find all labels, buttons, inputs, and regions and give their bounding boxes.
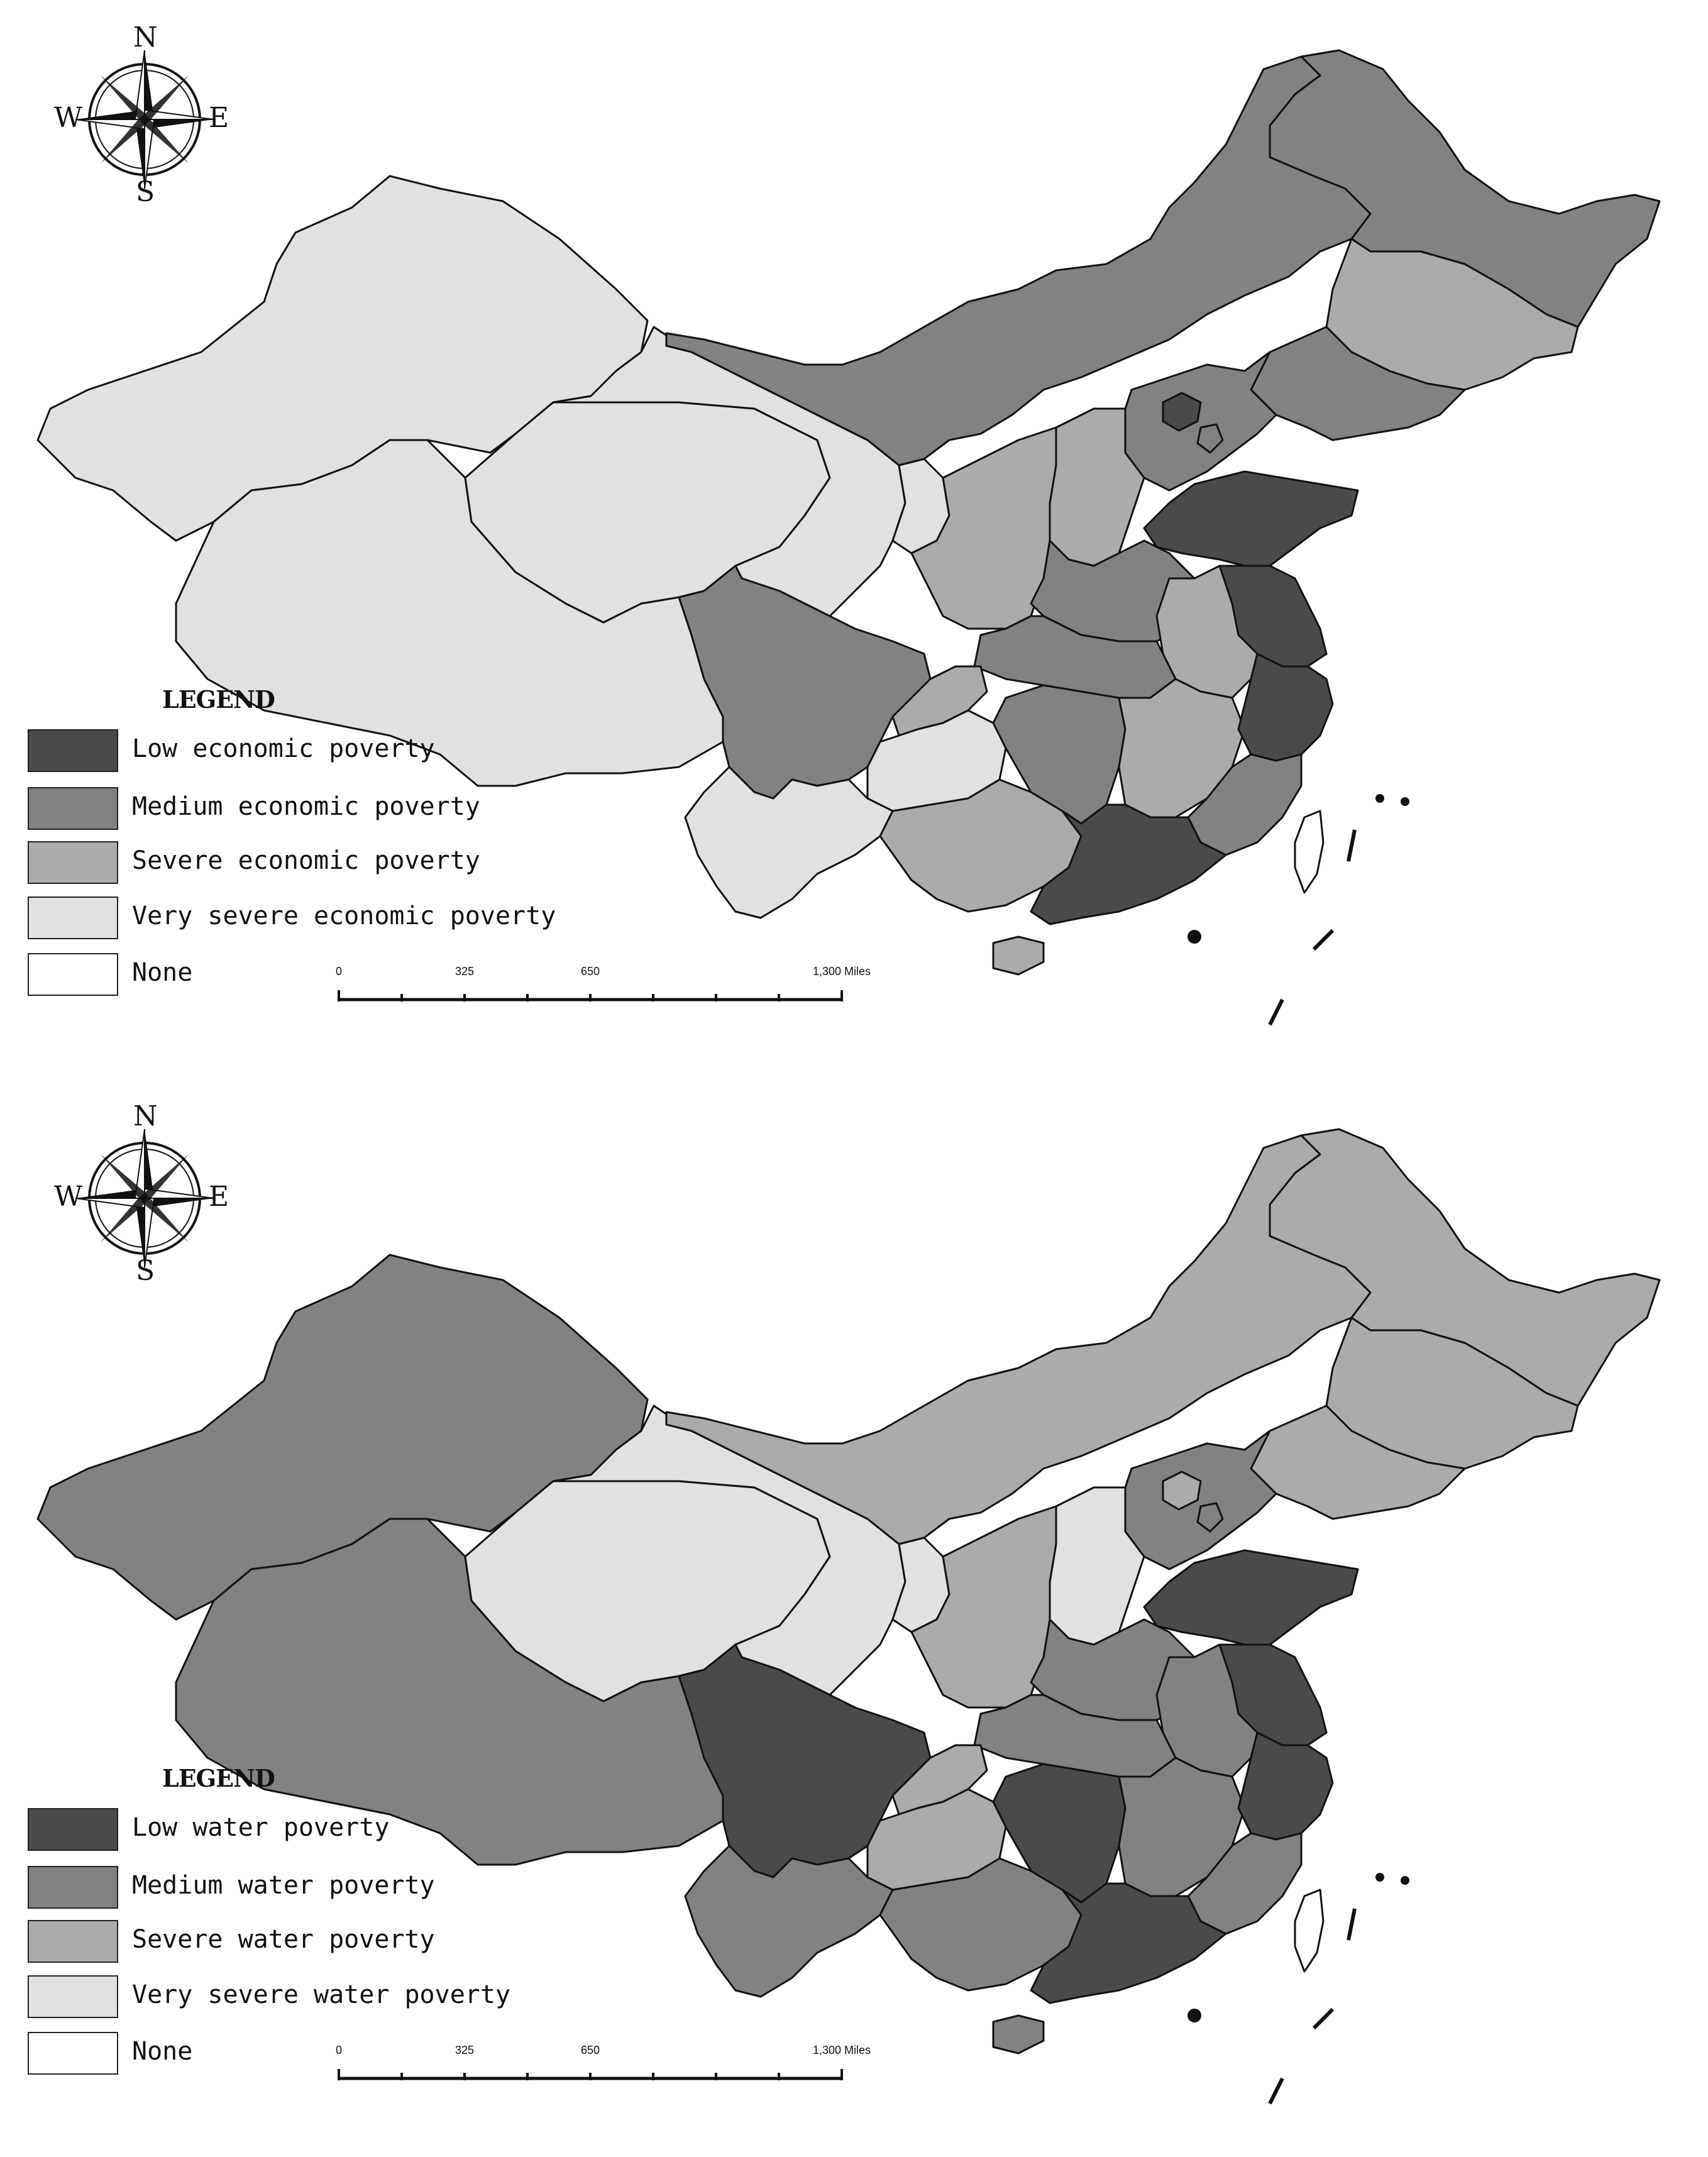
region-sichuan xyxy=(678,1643,932,1878)
region-yunnan xyxy=(684,766,894,919)
region-fujian xyxy=(1187,753,1303,856)
legend-label: None xyxy=(132,958,193,987)
region-taiwan xyxy=(1294,1889,1325,1973)
scale-label-0: 0 xyxy=(335,965,343,978)
compass-n-label: N xyxy=(133,21,158,53)
region-zhejiang xyxy=(1237,653,1334,762)
region-hubei xyxy=(973,615,1177,699)
region-beijing xyxy=(1162,1470,1202,1511)
south-sea-island-marks xyxy=(1187,1873,1409,2105)
legend-swatch xyxy=(28,2032,118,2075)
legend-label: Very severe economic poverty xyxy=(132,902,556,930)
legend-swatch xyxy=(28,953,118,996)
region-liaoning xyxy=(1250,1404,1466,1520)
legend-swatch xyxy=(28,1975,118,2018)
region-shandong xyxy=(1143,1549,1359,1646)
scale-label-650: 650 xyxy=(580,965,600,978)
region-taiwan xyxy=(1294,810,1325,894)
compass-s-label: S xyxy=(136,176,155,208)
south-sea-island-marks xyxy=(1187,794,1409,1026)
compass-e-label: E xyxy=(209,102,229,134)
region-guangdong xyxy=(1030,803,1227,925)
region-tianjin xyxy=(1196,423,1224,454)
legend-label: Low water poverty xyxy=(132,1813,390,1842)
compass-e-label: E xyxy=(209,1181,229,1213)
compass-w-label: W xyxy=(54,102,83,134)
scale-label-650: 650 xyxy=(580,2044,600,2056)
region-guangdong xyxy=(1030,1882,1227,2004)
region-tianjin xyxy=(1196,1502,1224,1533)
compass-rose: N S E W xyxy=(50,21,239,214)
scale-bar: 0 325 650 1,300 Miles xyxy=(335,2044,871,2094)
region-shandong xyxy=(1143,470,1359,567)
legend-title: LEGEND xyxy=(162,1764,275,1792)
compass-star-icon xyxy=(75,1128,214,1268)
legend-label: Low economic poverty xyxy=(132,734,435,763)
compass-rose: N S E W xyxy=(50,1100,239,1293)
compass-n-label: N xyxy=(133,1100,158,1132)
economic-poverty-map-panel: N S E W LEGEND Low economic poverty Mediu… xyxy=(0,0,1708,1078)
china-map xyxy=(36,1128,1661,2105)
legend-label: Severe economic poverty xyxy=(132,846,480,875)
region-fujian xyxy=(1187,1832,1303,1935)
scale-bar: 0 325 650 1,300 Miles xyxy=(335,965,871,1015)
scale-label-1300: 1,300 Miles xyxy=(812,965,871,978)
legend-label: Very severe water poverty xyxy=(132,1980,511,2009)
scale-label-1300: 1,300 Miles xyxy=(812,2044,871,2056)
china-map xyxy=(36,49,1661,1026)
legend-swatch xyxy=(28,1808,118,1851)
legend-label: None xyxy=(132,2037,193,2066)
compass-w-label: W xyxy=(54,1181,83,1213)
region-hubei xyxy=(973,1694,1177,1778)
legend-label: Medium economic poverty xyxy=(132,792,480,821)
legend-swatch xyxy=(28,729,118,772)
legend-label: Severe water poverty xyxy=(132,1925,435,1954)
region-hainan xyxy=(992,2014,1045,2055)
legend-swatch xyxy=(28,896,118,939)
region-hainan xyxy=(992,935,1045,976)
legend-swatch xyxy=(28,787,118,830)
legend-swatch xyxy=(28,1920,118,1963)
region-yunnan xyxy=(684,1845,894,1998)
region-liaoning xyxy=(1250,326,1466,441)
region-zhejiang xyxy=(1237,1731,1334,1841)
compass-star-icon xyxy=(75,50,214,189)
legend-swatch xyxy=(28,841,118,884)
scale-label-325: 325 xyxy=(455,2044,475,2056)
water-poverty-map-panel: N S E W LEGEND Low water poverty Medium w… xyxy=(0,1079,1708,2157)
legend-swatch xyxy=(28,1866,118,1909)
compass-s-label: S xyxy=(136,1255,155,1287)
scale-label-0: 0 xyxy=(335,2044,343,2056)
region-sichuan xyxy=(678,565,932,800)
region-beijing xyxy=(1162,392,1202,432)
legend-title: LEGEND xyxy=(162,685,275,714)
scale-label-325: 325 xyxy=(455,965,475,978)
legend-label: Medium water poverty xyxy=(132,1871,435,1900)
